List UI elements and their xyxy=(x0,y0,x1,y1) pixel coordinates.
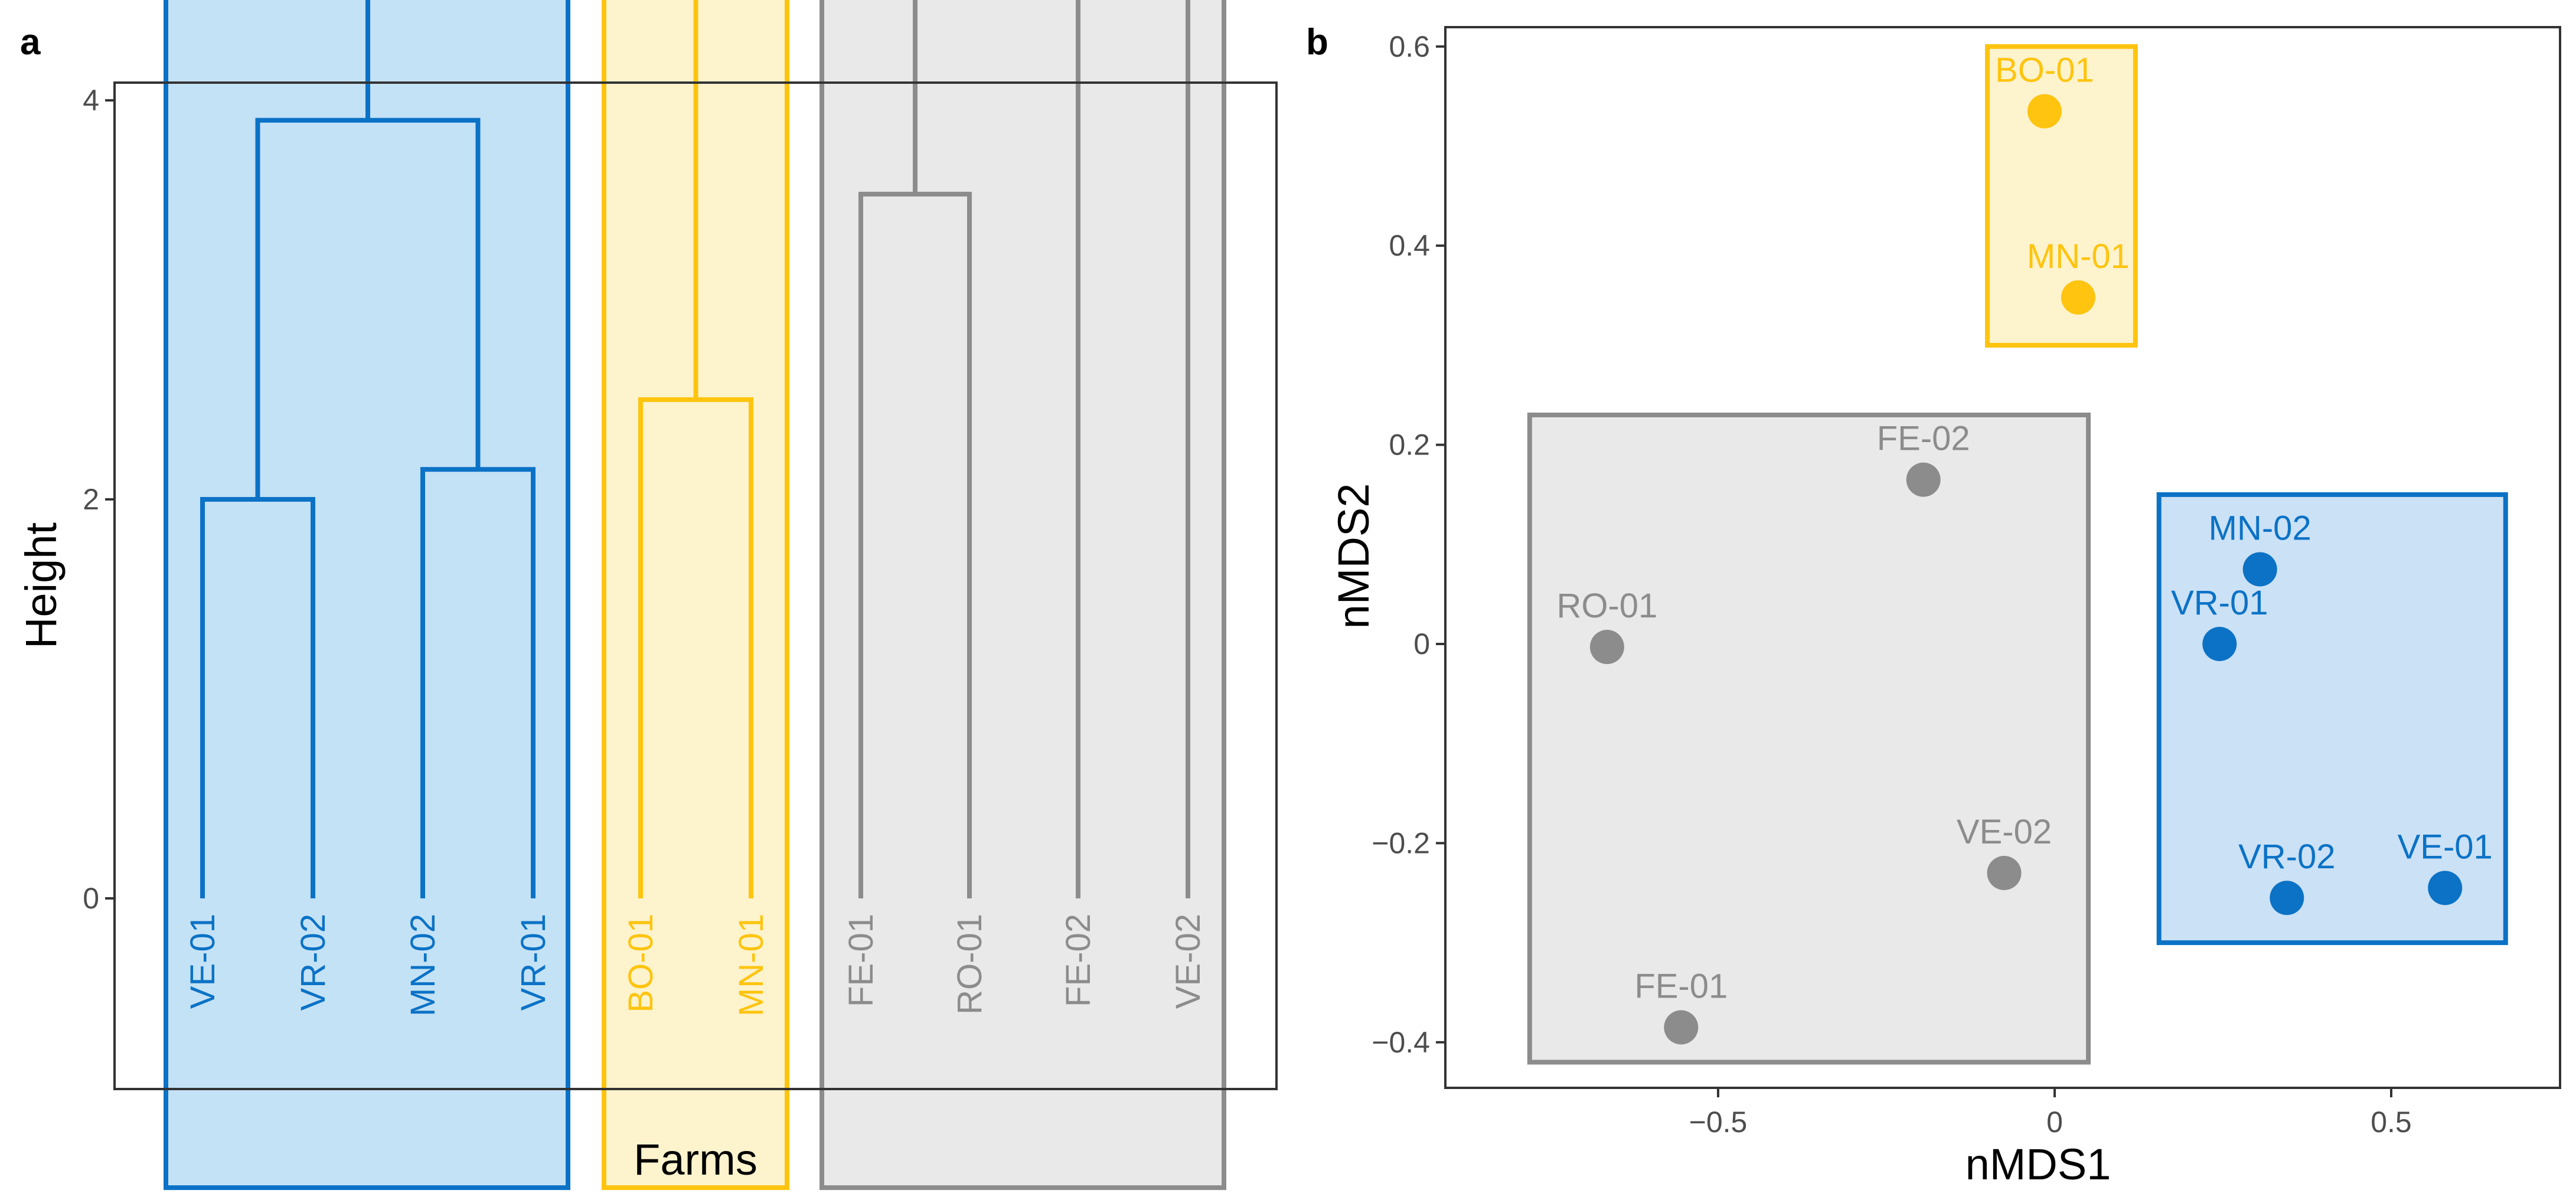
b-point-label: VR-01 xyxy=(2171,584,2268,622)
b-point-ve-02 xyxy=(1987,856,2022,891)
b-point-vr-01 xyxy=(2202,627,2237,661)
b-point-label: BO-01 xyxy=(1995,51,2094,89)
nmds-panel: b BO-01 MN-01 FE-02 RO-01 VE-02 FE-01 MN-02 VR-… xyxy=(1306,22,2561,1189)
a-y-axis-title: Height xyxy=(17,522,66,649)
b-point-ro-01 xyxy=(1589,630,1624,665)
b-point-label: VE-01 xyxy=(2398,828,2493,866)
a-cluster-box-blue xyxy=(164,0,570,1191)
b-plot-frame xyxy=(1444,26,2561,1089)
a-leaf-label: BO-01 xyxy=(622,914,660,1013)
a-leaf-label: MN-01 xyxy=(732,914,770,1016)
b-cluster-boxes xyxy=(1527,44,2508,1065)
b-point-label: MN-01 xyxy=(2027,237,2130,276)
b-cluster-box-blue xyxy=(2156,492,2508,946)
b-point-mn-01 xyxy=(2061,280,2095,315)
a-cluster-box-gray xyxy=(820,0,1226,1191)
a-y-tick-label: 0 xyxy=(83,882,99,915)
b-point-vr-02 xyxy=(2270,881,2304,915)
b-y-tick-label: 0.2 xyxy=(1389,429,1430,462)
panel-a-tag: a xyxy=(20,22,41,63)
b-y-tick-label: 0 xyxy=(1413,627,1430,661)
b-point-label: MN-02 xyxy=(2209,509,2311,547)
b-point-fe-02 xyxy=(1906,462,1941,497)
a-y-tick-label: 4 xyxy=(83,84,99,117)
b-point-label: RO-01 xyxy=(1556,587,1657,625)
b-x-tick-label: 0.5 xyxy=(2371,1106,2412,1139)
b-points xyxy=(1589,94,2463,1045)
b-point-mn-02 xyxy=(2242,552,2277,587)
a-leaf-label: FE-01 xyxy=(842,914,880,1007)
b-point-ve-01 xyxy=(2428,871,2463,905)
b-point-labels: BO-01 MN-01 FE-02 RO-01 VE-02 FE-01 MN-02 VR-01… xyxy=(1556,51,2492,1005)
a-plot-frame xyxy=(113,81,1278,1090)
b-x-tick-label: −0.5 xyxy=(1689,1106,1748,1139)
a-x-axis-title: Farms xyxy=(634,1135,758,1184)
b-y-tick-label: −0.2 xyxy=(1372,826,1430,859)
b-x-axis-title: nMDS1 xyxy=(1966,1140,2111,1189)
b-x-axis-ticks: −0.5 0 0.5 xyxy=(1689,1088,2412,1139)
b-cluster-box-gray xyxy=(1527,412,2091,1065)
a-y-axis-ticks: 02468 xyxy=(83,84,115,915)
a-leaf-label: VR-02 xyxy=(294,914,332,1011)
a-leaf-label: VE-02 xyxy=(1169,914,1207,1009)
panel-b-tag: b xyxy=(1306,22,1328,63)
a-y-tick-label: 2 xyxy=(83,483,99,516)
a-dendrogram-branches xyxy=(200,0,1190,898)
a-leaf-label: RO-01 xyxy=(951,914,989,1015)
a-leaf-label: MN-02 xyxy=(404,914,442,1016)
b-y-tick-label: 0.6 xyxy=(1389,30,1430,63)
a-leaf-label: VR-01 xyxy=(514,914,553,1011)
b-point-label: VE-02 xyxy=(1957,813,2052,851)
a-leaf-label: VE-01 xyxy=(184,914,222,1009)
b-point-bo-01 xyxy=(2027,94,2062,129)
b-point-label: FE-01 xyxy=(1634,967,1728,1005)
dendrogram-panel: a VE-01 VR-02 MN-02 VR-01 BO-01 MN-01 FE-01 RO-… xyxy=(17,0,1278,1191)
b-x-tick-label: 0 xyxy=(2046,1106,2063,1139)
b-y-tick-label: −0.4 xyxy=(1372,1026,1430,1059)
a-leaf-label: FE-02 xyxy=(1059,914,1098,1007)
b-y-axis-title: nMDS2 xyxy=(1329,483,1378,629)
a-leaf-labels: VE-01 VR-02 MN-02 VR-01 BO-01 MN-01 FE-01 RO-01… xyxy=(184,914,1207,1016)
b-point-label: FE-02 xyxy=(1877,420,1970,458)
b-point-label: VR-02 xyxy=(2238,838,2335,876)
b-y-tick-label: 0.4 xyxy=(1389,229,1430,262)
b-y-axis-ticks: −0.4 −0.2 0 0.2 0.4 0.6 xyxy=(1372,30,1445,1059)
b-point-fe-01 xyxy=(1664,1010,1699,1045)
